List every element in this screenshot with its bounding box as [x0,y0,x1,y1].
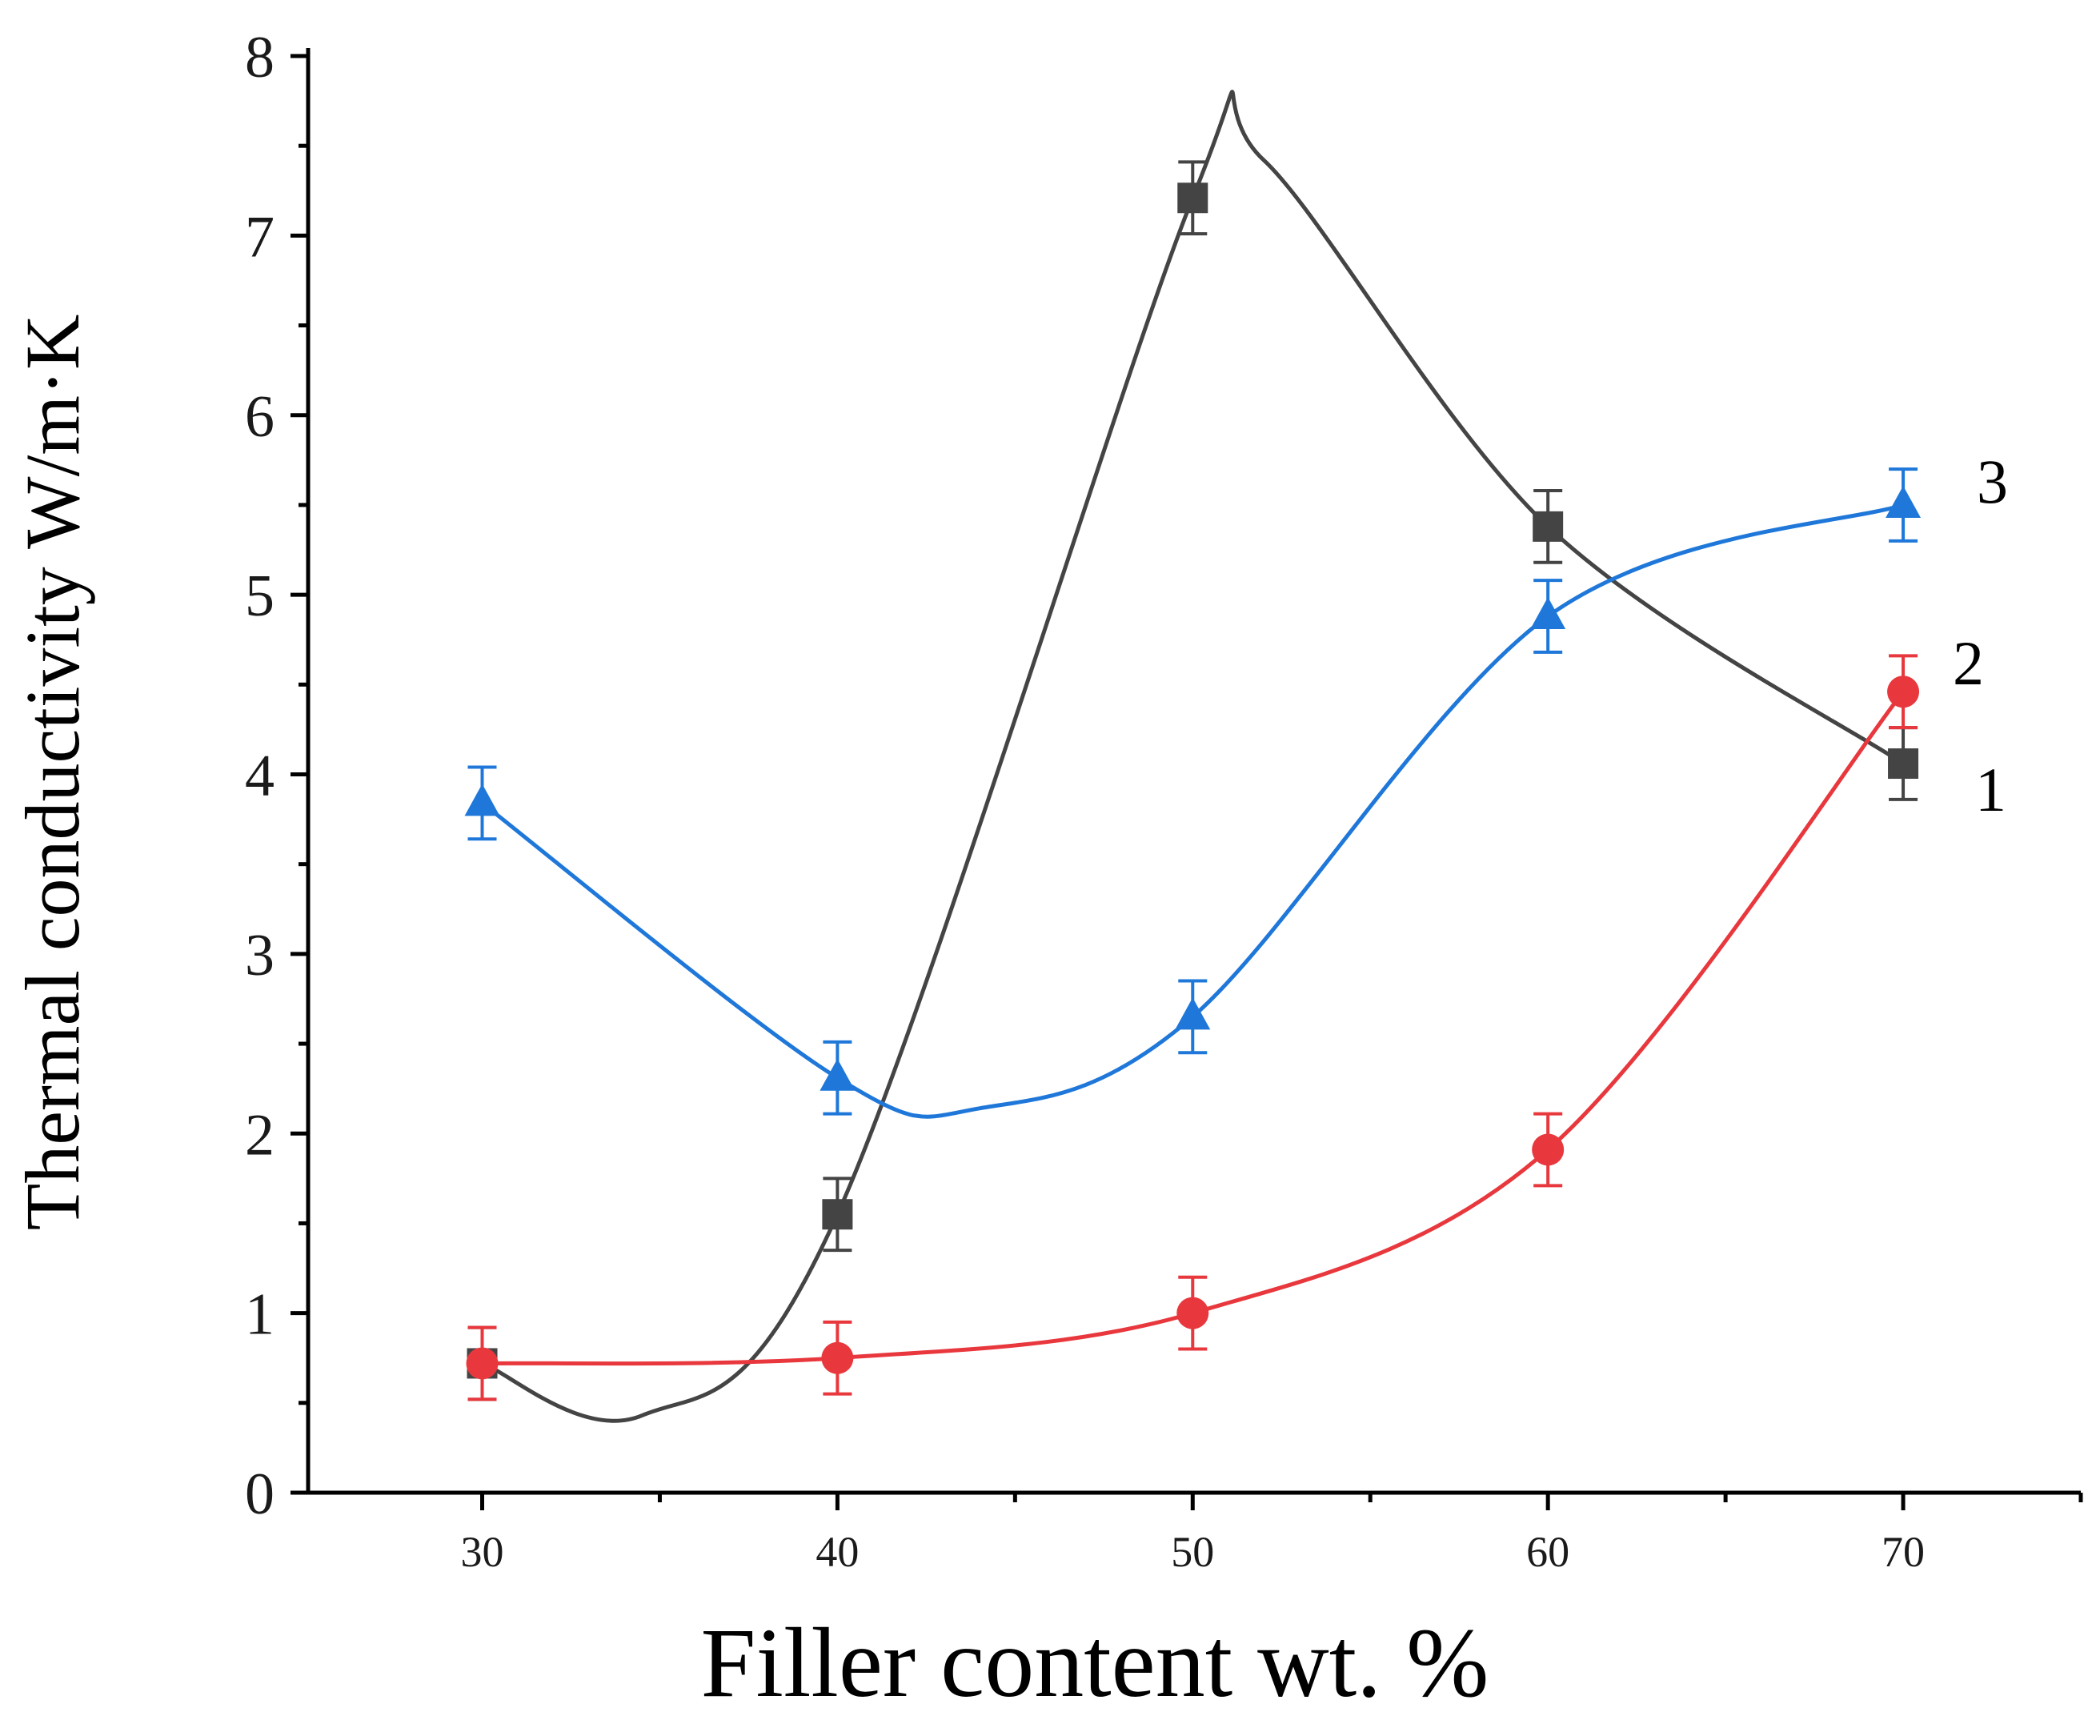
data-point-circle [821,1341,854,1374]
y-tick-label: 4 [245,744,275,809]
y-tick-label: 5 [245,563,275,629]
y-tick-label: 7 [245,204,275,270]
data-point-square [1888,748,1919,780]
data-point-triangle [1175,997,1211,1030]
series-2-line [482,690,1906,1366]
data-point-triangle [1530,597,1566,630]
data-point-circle [1176,1297,1209,1329]
series-label-3: 3 [1977,447,2008,516]
series-label-2: 2 [1953,628,1984,698]
y-axis-title: Thermal conductivity W/m·K [10,315,95,1231]
series-label-1: 1 [1975,755,2006,824]
series-3: 3 [464,447,2008,1119]
x-tick-label: 50 [1171,1528,1214,1576]
data-point-circle [466,1347,499,1380]
x-tick-label: 70 [1882,1528,1925,1576]
series-3-line [480,503,1904,1119]
data-point-square [1533,511,1564,542]
y-tick-label: 6 [245,384,275,450]
y-tick-label: 2 [245,1102,275,1168]
data-point-triangle [1886,485,1922,518]
data-point-circle [1887,676,1920,708]
axes: 0 1 2 3 4 5 6 7 8 30 40 50 60 70 [245,25,2083,1576]
series-layer: 1 2 3 [464,90,2008,1423]
y-tick-label: 3 [245,923,275,988]
data-point-square [1177,182,1208,214]
y-tick-label: 1 [245,1282,275,1348]
x-tick-label: 60 [1526,1528,1569,1576]
x-axis-title: Filler content wt. % [701,1608,1489,1718]
y-tick-label: 0 [245,1461,275,1527]
series-2: 2 [466,628,1984,1401]
series-1: 1 [467,90,2006,1423]
series-1-line [481,90,1905,1423]
data-point-triangle [464,784,500,816]
data-point-triangle [820,1058,856,1091]
x-tick-label: 30 [461,1528,504,1576]
data-point-square [822,1199,853,1230]
data-point-circle [1532,1133,1565,1166]
x-tick-label: 40 [816,1528,859,1576]
y-tick-label: 8 [245,25,275,90]
